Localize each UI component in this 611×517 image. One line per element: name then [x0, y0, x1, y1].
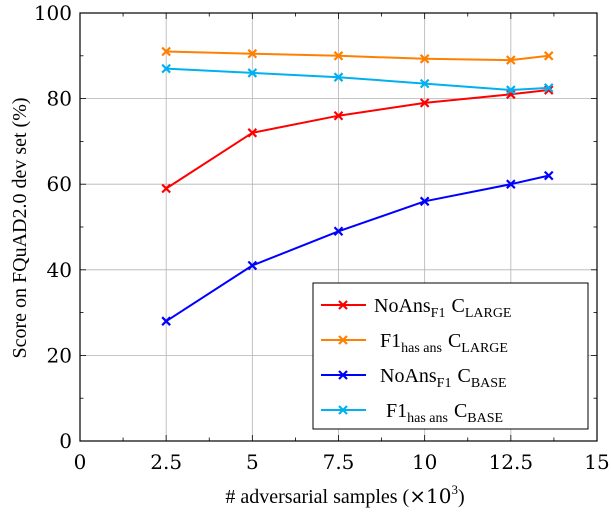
series-3	[161, 63, 554, 95]
series-line	[166, 67, 549, 91]
y-tick-label: 80	[47, 87, 72, 111]
data-point	[333, 226, 344, 237]
series-1	[161, 46, 554, 65]
legend: NoAnsF1 CLARGE F1has ans CLARGE NoAnsF1 CBA…	[312, 282, 589, 430]
data-point	[161, 316, 171, 326]
data-point	[333, 51, 344, 61]
x-tick-label: 7.5	[323, 450, 355, 474]
y-tick-label: 60	[47, 172, 72, 196]
data-point	[506, 85, 516, 95]
data-point	[419, 98, 430, 108]
legend-label-noans-large: NoAnsF1 CLARGE	[374, 295, 511, 321]
data-point	[543, 83, 554, 93]
y-tick-label: 100	[34, 1, 72, 25]
series-line	[165, 174, 549, 323]
tick-labels: 0 2.5 5 7.5 10 12.5 15 0 20 40 60 80 100	[34, 1, 610, 474]
data-point	[161, 183, 171, 194]
series-2	[161, 170, 554, 326]
data-point	[247, 260, 258, 271]
legend-entry-noans-large: NoAnsF1 CLARGE	[321, 295, 511, 321]
legend-entry-f1-large: F1has ans CLARGE	[321, 330, 508, 356]
data-point	[333, 72, 344, 82]
x-axis-label: # adversarial samples (×103)	[225, 482, 464, 508]
legend-label-f1-large: F1has ans CLARGE	[380, 330, 508, 356]
series-line	[165, 89, 549, 190]
y-tick-label: 0	[59, 429, 72, 453]
data-point	[506, 55, 516, 65]
data-point	[247, 128, 258, 138]
legend-entry-f1-base: F1has ans CBASE	[321, 400, 503, 426]
plot-frame	[79, 12, 598, 442]
data-point	[419, 54, 430, 64]
x-tick-label: 5	[246, 450, 259, 474]
x-tick-label: 0	[74, 450, 87, 474]
data-point	[247, 48, 258, 59]
legend-box	[312, 282, 589, 430]
legend-marker-noans-base	[338, 370, 348, 380]
series-layer	[161, 46, 554, 326]
data-point	[333, 110, 344, 121]
x-tick-label: 10	[412, 450, 437, 474]
legend-marker-f1-base	[338, 405, 348, 415]
x-tick-label: 15	[584, 450, 609, 474]
y-tick-label: 20	[47, 343, 72, 367]
data-point	[419, 78, 430, 89]
x-tick-label: 12.5	[489, 450, 534, 474]
y-axis-label: Score on FQuAD2.0 dev set (%)	[9, 97, 31, 358]
series-line	[166, 50, 549, 62]
y-tick-label: 40	[47, 258, 72, 282]
legend-marker-noans-large	[338, 300, 348, 310]
legend-marker-f1-large	[338, 335, 348, 345]
data-point	[543, 51, 554, 61]
series-0	[161, 85, 554, 194]
data-point	[247, 68, 258, 78]
x-tick-label: 2.5	[150, 450, 182, 474]
data-point	[543, 170, 554, 181]
data-point	[161, 63, 171, 74]
legend-label-f1-base: F1has ans CBASE	[386, 400, 503, 426]
legend-entry-noans-base: NoAnsF1 CBASE	[321, 365, 507, 391]
data-point	[161, 46, 171, 57]
data-point	[506, 179, 516, 189]
data-point	[419, 196, 430, 207]
legend-label-noans-base: NoAnsF1 CBASE	[380, 365, 507, 391]
